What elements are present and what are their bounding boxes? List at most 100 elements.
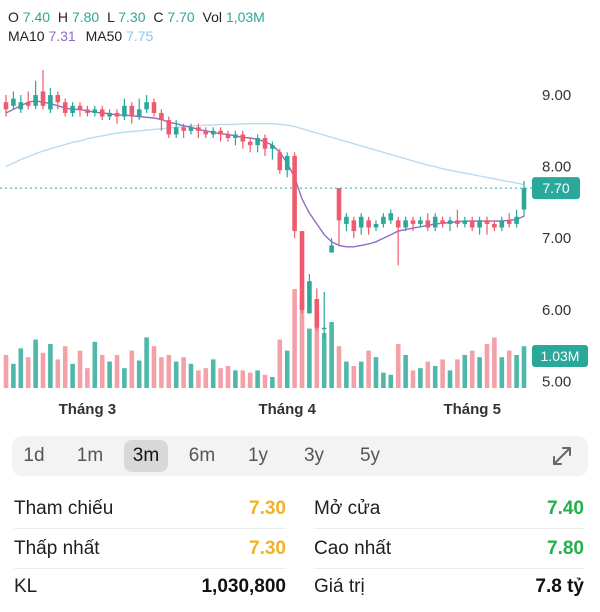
volume-bar	[373, 357, 379, 388]
candle-body	[196, 127, 201, 131]
last-price-tag	[532, 177, 580, 200]
candle-body	[462, 220, 468, 224]
volume-bar	[3, 355, 9, 388]
candle-body	[262, 138, 268, 149]
volume-bar	[314, 311, 320, 388]
volume-bar	[18, 348, 24, 388]
low-stat-value: 7.30	[249, 538, 286, 559]
tab-3y[interactable]: 3y	[303, 445, 325, 466]
divider	[14, 568, 286, 569]
candle-body	[99, 109, 105, 117]
volume-bar	[499, 357, 505, 388]
volume-bar	[92, 341, 98, 388]
volume-bar	[344, 361, 349, 388]
candle-body	[25, 102, 31, 106]
candle-body	[299, 231, 305, 310]
reference-value: 7.30	[249, 498, 286, 519]
value-stat-value: 7.8 tỷ	[535, 576, 584, 597]
candle-body	[85, 109, 90, 113]
ohlc-header: O 7.40 H 7.80 L 7.30 C 7.70 Vol 1,03M MA…	[8, 8, 269, 46]
volume-bar	[277, 339, 283, 388]
volume-bar	[351, 366, 357, 388]
candle-body	[240, 134, 246, 142]
close-label: C	[153, 9, 164, 25]
candle-body	[203, 130, 209, 135]
volume-bar	[99, 355, 105, 388]
open-value: 7.40	[22, 9, 51, 25]
volume-bar	[114, 355, 120, 388]
price-tick-label: 5.00	[542, 373, 571, 390]
volume-bar	[469, 350, 475, 388]
candle-body	[358, 216, 364, 228]
volume-bar	[447, 370, 453, 388]
candle-body	[48, 95, 53, 110]
candle-body	[70, 105, 75, 113]
month-label: Tháng 5	[443, 401, 501, 418]
divider	[314, 528, 584, 529]
price-chart[interactable]: 9.00 8.00 7.00 6.00 5.00 7.70 1.03M Tháng 3 Thán…	[0, 0, 600, 430]
volume-bar	[181, 357, 186, 388]
volume-bar	[462, 355, 468, 388]
candle-body	[255, 138, 260, 146]
candle-body	[225, 134, 231, 139]
stat-low: Thấp nhất 7.30	[14, 538, 286, 574]
low-label: L	[107, 9, 115, 25]
candle-body	[136, 109, 142, 117]
candle-body	[499, 220, 505, 228]
candle-body	[11, 98, 16, 106]
candle-body	[107, 112, 112, 117]
candle-body	[344, 216, 349, 224]
candle-body	[270, 145, 275, 149]
high-stat-value: 7.80	[547, 538, 584, 559]
candle-body	[307, 281, 312, 314]
volume-bar	[432, 366, 438, 388]
candle-body	[432, 216, 438, 228]
volume-bar	[122, 368, 127, 388]
candle-body	[210, 130, 216, 135]
candle-body	[521, 188, 527, 210]
volume-bar	[425, 361, 431, 388]
candle-body	[173, 127, 179, 135]
open-label: O	[8, 9, 19, 25]
candle-body	[151, 102, 157, 113]
volume-bar	[40, 352, 46, 388]
price-tick-label: 7.00	[542, 230, 571, 247]
tab-1y[interactable]: 1y	[247, 445, 269, 466]
tab-5y[interactable]: 5y	[359, 445, 381, 466]
low-value: 7.30	[118, 9, 146, 25]
ma-line: MA10 7.31 MA50 7.75	[8, 27, 269, 46]
volume-bar	[233, 370, 238, 388]
volume-bar	[25, 357, 31, 388]
tab-1d[interactable]: 1d	[23, 445, 45, 466]
volume-bar	[440, 359, 445, 388]
volume-bar	[270, 377, 275, 388]
candle-body	[395, 220, 401, 228]
value-stat-label: Giá trị	[314, 576, 365, 597]
candle-body	[514, 216, 519, 224]
volume-bar	[506, 350, 512, 388]
tab-6m[interactable]: 6m	[188, 445, 216, 466]
volume-bar	[410, 370, 416, 388]
month-label: Tháng 3	[59, 401, 117, 418]
stat-high: Cao nhất 7.80	[314, 538, 584, 574]
candle-body	[366, 220, 371, 228]
price-tick-label: 6.00	[542, 302, 571, 319]
ma50-label: MA50	[85, 28, 123, 44]
candle-body	[62, 102, 68, 113]
candle-body	[410, 220, 416, 224]
volume-bar	[173, 361, 179, 388]
volume-bar	[418, 368, 423, 388]
volume-bar	[33, 339, 38, 388]
volume-bar	[321, 333, 327, 388]
candle-body	[484, 220, 490, 224]
tab-3m[interactable]: 3m	[124, 440, 168, 472]
volume-bar	[292, 289, 297, 388]
tab-1m[interactable]: 1m	[76, 445, 104, 466]
volume-bar	[381, 372, 386, 388]
volume-bar	[247, 372, 253, 388]
candle-body	[425, 220, 431, 228]
candle-body	[440, 220, 445, 224]
candle-body	[33, 95, 38, 106]
expand-icon[interactable]	[550, 444, 574, 468]
candle-body	[336, 188, 342, 221]
